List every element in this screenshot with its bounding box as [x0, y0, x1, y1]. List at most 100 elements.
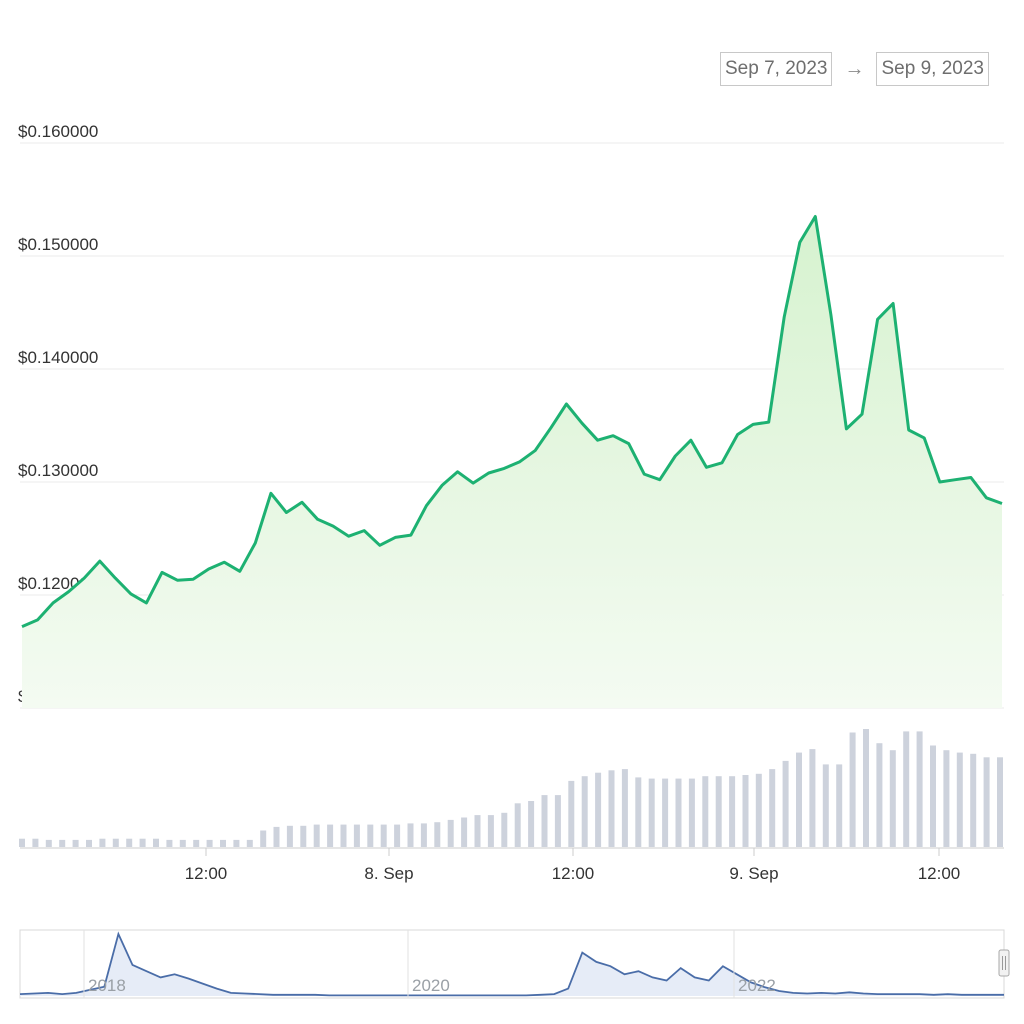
volume-bar [206, 839, 213, 847]
volume-bar [796, 752, 802, 847]
volume-bar [635, 777, 642, 847]
arrow-right-icon: → [844, 57, 865, 80]
volume-bar [889, 750, 896, 847]
volume-bar [72, 839, 79, 847]
volume-bar [568, 780, 575, 847]
volume-bar [407, 823, 414, 847]
date-range-from-input[interactable]: Sep 7, 2023 [720, 52, 833, 86]
volume-bar [300, 825, 307, 847]
volume-bar [380, 824, 387, 847]
volume-bar [916, 731, 923, 847]
volume-bar [822, 764, 829, 847]
volume-bar [487, 815, 494, 847]
price-line [21, 215, 1003, 628]
volume-bar [32, 838, 39, 847]
volume-bar [126, 838, 133, 847]
volume-bar [99, 838, 106, 847]
volume-bar [688, 778, 695, 847]
volume-bar [863, 729, 869, 847]
y-tick-label: $0.130000 [18, 461, 98, 480]
volume-bar [45, 839, 52, 847]
volume-bar [193, 839, 200, 847]
volume-bar [246, 839, 253, 847]
volume-bar [313, 824, 320, 847]
volume-bar [514, 803, 521, 847]
volume-bar [501, 812, 508, 847]
volume-bar [474, 815, 481, 847]
volume-bar [930, 745, 936, 847]
navigator-area [20, 934, 1004, 996]
volume-bar [434, 822, 441, 847]
volume-bar [353, 824, 360, 847]
x-tick-label: 12:00 [552, 864, 595, 883]
volume-bar [273, 826, 280, 847]
navigator-year-label: 2022 [738, 976, 776, 995]
volume-bar [153, 838, 159, 847]
volume-bar [970, 753, 977, 847]
volume-bar [983, 757, 990, 847]
volume-bar [956, 752, 963, 847]
volume-bar [340, 824, 347, 847]
x-tick-label: 8. Sep [364, 864, 413, 883]
volume-bar [86, 839, 92, 847]
x-axis-labels: 12:00 8. Sep 12:00 9. Sep 12:00 [185, 848, 961, 883]
volume-bars [19, 729, 1003, 847]
x-tick-label: 12:00 [185, 864, 228, 883]
volume-bar [367, 824, 374, 847]
volume-bar [554, 795, 561, 847]
volume-bar [528, 801, 535, 847]
navigator-line [19, 931, 1004, 997]
volume-bar [19, 838, 25, 847]
volume-bar [139, 838, 146, 847]
price-area [22, 216, 1002, 708]
date-range: Sep 7, 2023 → Sep 9, 2023 [720, 52, 989, 86]
volume-bar [420, 823, 427, 847]
volume-bar [394, 824, 401, 847]
y-tick-label: $0.160000 [18, 122, 98, 141]
volume-bar [541, 795, 548, 847]
volume-bar [769, 769, 776, 847]
volume-bar [729, 776, 736, 847]
volume-bar [112, 838, 119, 847]
y-tick-label: $0.140000 [18, 348, 98, 367]
volume-bar [849, 732, 856, 847]
navigator[interactable]: 2018 2020 2022 [19, 929, 1010, 999]
x-tick-label: 9. Sep [729, 864, 778, 883]
x-tick-label: 12:00 [918, 864, 961, 883]
volume-bar [782, 760, 789, 847]
volume-bar [715, 776, 722, 847]
y-tick-label: $0.150000 [18, 235, 98, 254]
navigator-labels: 2018 2020 2022 [83, 930, 776, 998]
volume-bar [943, 750, 950, 847]
volume-bar [260, 830, 267, 847]
volume-bar [662, 778, 669, 847]
volume-bar [876, 743, 883, 847]
volume-bar [166, 839, 173, 847]
navigator-year-label: 2018 [88, 976, 126, 995]
volume-bar [675, 778, 682, 847]
volume-bar [286, 825, 293, 847]
volume-bar [233, 839, 240, 847]
volume-bar [997, 757, 1003, 847]
volume-bar [461, 817, 468, 847]
volume-bar [59, 839, 66, 847]
navigator-year-label: 2020 [412, 976, 450, 995]
volume-bar [702, 776, 709, 847]
volume-bar [755, 773, 762, 847]
volume-bar [220, 839, 226, 847]
volume-bar [809, 749, 816, 847]
navigator-handle[interactable] [998, 949, 1010, 977]
volume-bar [581, 776, 588, 847]
volume-bar [608, 770, 615, 847]
volume-bar [327, 824, 334, 847]
volume-bar [621, 769, 628, 847]
volume-bar [742, 775, 749, 847]
volume-bar [648, 778, 655, 847]
volume-bar [595, 772, 602, 847]
volume-bar [179, 839, 186, 847]
volume-bar [836, 764, 843, 847]
volume-bar [903, 731, 910, 847]
date-range-to-input[interactable]: Sep 9, 2023 [876, 52, 989, 86]
volume-bar [447, 819, 454, 847]
